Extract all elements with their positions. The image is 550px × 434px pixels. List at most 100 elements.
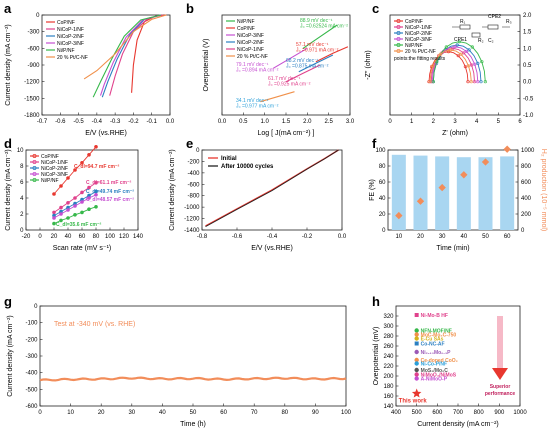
panel-label: f [372,136,377,151]
series-line [298,54,334,73]
legend-marker [32,172,37,176]
tafel-slope-label: 34.1 mV dec⁻¹ [236,98,269,104]
legend-entry: CoP/NF [57,20,75,26]
impedance-point [469,80,473,84]
legend-marker [32,166,37,170]
fe-bar [413,155,428,230]
this-work-label: This work [399,399,428,405]
y-tick-label: 240 [383,354,394,360]
comparison-marker [414,361,419,366]
impedance-point [467,48,471,52]
x-tick-label: -0.4 [92,119,103,125]
legend-marker [396,19,401,23]
x-tick-label: 600 [432,410,443,416]
data-point [59,212,63,216]
data-point [59,205,63,210]
panel-b: b 0.0 0.5 1.0 1.5 2.0 2.5 3.0 Log [ J(mA cm⁻²) ]… [186,1,355,137]
x-axis-label: Time (h) [180,421,206,428]
legend-entry: NiCoP-1/NF [41,160,68,166]
y-tick-label: 1.5 [523,30,532,36]
legend-entry: Ni/P/NF [237,19,255,25]
data-point [52,210,56,215]
panel-label: d [4,136,12,151]
impedance-point [435,60,439,64]
x-tick-label: -0.2 [128,119,139,125]
y-tick-label: -100 [25,321,38,327]
exchange-current-label: J₀ =0.977 mA cm⁻² [236,104,279,110]
y-tick-label: 400 [521,196,532,202]
y-tick-label: -1500 [24,96,40,102]
x-tick-label: 0 [388,119,392,125]
y-tick-label: 10 [17,148,24,154]
comparison-marker [414,328,419,333]
series-line [205,149,339,227]
y-tick-label: 100 [375,148,386,154]
legend-entry: NiCoP-1/NF [405,25,432,31]
y-tick-label: 260 [383,344,394,350]
series-line [92,14,162,98]
impedance-point [457,40,461,44]
legend-entry: NiCoP-3/NF [57,41,84,47]
y-tick-label: 1000 [521,148,535,154]
legend-marker [396,43,401,47]
legend-entry: 20 % Pt/C-NF [237,54,268,60]
x-tick-label: 40 [460,234,467,240]
comparison-marker [414,367,419,373]
fe-bar [500,156,515,230]
data-point [87,185,91,190]
data-point [73,213,77,217]
legend-marker [32,160,37,164]
series-line [315,46,349,63]
y-tick-label: 0 [196,148,200,154]
x-tick-label: -20 [22,234,31,240]
y-axis-label: Overpotential (mV) [373,327,380,386]
legend-marker [396,25,401,29]
data-point [66,216,70,220]
circuit-label: R₁ [460,19,466,25]
y-tick-label: 20 [379,212,386,218]
x-tick-label: 1 [410,119,414,125]
x-tick-label: 10 [67,410,74,416]
impedance-point [466,64,471,68]
legend-entry: NiCoP-2/NF [405,31,432,37]
x-axis-label: Time (min) [436,245,469,252]
comparison-label: A-NiMoO-P [421,377,448,383]
data-point [59,218,63,223]
legend-entry: CoP/NF [237,26,255,32]
data-point [52,221,56,226]
y-tick-label: -600 [25,404,38,410]
data-point [59,184,63,188]
x-tick-label: 20 [98,410,105,416]
impedance-point [431,80,435,84]
y-tick-label: -1400 [184,228,200,234]
x-tick-label: 40 [65,234,72,240]
impedance-point [476,61,480,65]
comparison-marker [414,349,419,355]
y-tick-label: 0 [20,228,24,234]
data-point [94,145,98,149]
x-tick-label: 1.0 [260,119,269,125]
y-tick-label: 4 [20,196,24,202]
data-point [87,207,91,211]
series-line [260,91,295,103]
panel-label: h [372,294,380,309]
tafel-slope-label: 79.1 mV dec⁻¹ [236,62,269,68]
x-tick-label: 100 [341,410,352,416]
resistor-icon [487,24,499,30]
this-work-star [411,388,422,398]
exchange-current-label: J₀ =0.62524 mA cm⁻² [300,24,348,30]
x-tick-label: 0 [38,234,42,240]
impedance-point [449,48,453,52]
x-tick-label: 90 [312,410,319,416]
comparison-marker [414,376,419,381]
y-tick-label: 0 [34,304,38,310]
impedance-point [466,80,470,84]
series-line [285,64,321,83]
y-axis-label: Current density (mA cm⁻²) [5,149,12,231]
data-point [66,201,70,205]
x-tick-label: 2.5 [324,119,333,125]
impedance-point [428,80,432,84]
y-tick-label: -1.0 [523,113,534,119]
x-tick-label: 0 [38,410,42,416]
